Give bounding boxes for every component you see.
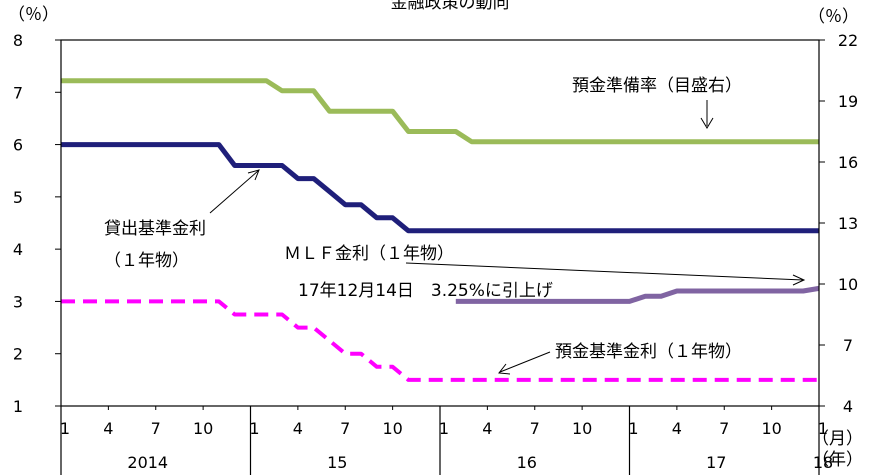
right-tick-label: 16 — [838, 153, 858, 172]
month-tick-label: 10 — [193, 419, 213, 438]
mlf-rate-arrow — [405, 262, 804, 281]
reserve-ratio-arrowhead — [700, 117, 714, 129]
month-tick-label: 4 — [482, 419, 492, 438]
left-axis-ticks: 1 2 3 4 5 6 7 8 — [13, 31, 61, 416]
left-tick-label: 3 — [13, 292, 23, 311]
year-label: 15 — [327, 453, 347, 472]
reserve-ratio-label: 預金準備率（目盛右） — [572, 76, 742, 96]
series-lines — [61, 78, 820, 382]
left-tick-label: 8 — [13, 31, 23, 50]
loan-rate-arrow — [209, 170, 259, 214]
month-tick-label: 4 — [672, 419, 682, 438]
right-tick-label: 19 — [838, 92, 858, 111]
deposit-rate-line — [61, 299, 819, 382]
right-tick-label: 22 — [838, 31, 858, 50]
right-axis-label: （％） — [808, 7, 859, 27]
right-tick-label: 13 — [838, 214, 858, 233]
left-axis-label: （％） — [8, 5, 59, 25]
month-tick-label: 1 — [249, 419, 259, 438]
month-unit-label: （月） — [812, 429, 863, 449]
loan-rate-arrowhead — [247, 169, 260, 181]
month-tick-label: 10 — [572, 419, 592, 438]
deposit-rate-label: 預金基準金利（１年物） — [555, 342, 742, 362]
mlf-rate-arrowhead — [792, 274, 806, 286]
deposit-rate-arrowhead — [498, 363, 511, 375]
x-axis: 1 4 7 10 1 4 7 10 1 4 7 10 1 4 7 10 1 2014 15 16 17 18 （月）（年） — [60, 406, 863, 475]
right-tick-label: 7 — [843, 336, 853, 355]
chart-title: 金融政策の動向 — [391, 0, 510, 13]
loan-rate-label-2: （１年物） — [104, 251, 189, 271]
month-tick-label: 7 — [719, 419, 729, 438]
year-label: 18 — [813, 453, 833, 472]
loan-rate-line — [61, 142, 819, 234]
year-unit-label: （年） — [812, 450, 863, 470]
left-tick-label: 6 — [13, 136, 23, 155]
deposit-rate-arrow — [499, 351, 551, 373]
plot-frame — [60, 39, 820, 407]
month-tick-label: 7 — [340, 419, 350, 438]
mlf-rate-label-1: ＭＬＦ金利（１年物） — [284, 244, 454, 264]
left-tick-label: 1 — [13, 397, 23, 416]
month-tick-label: 10 — [761, 419, 781, 438]
reserve-ratio-line — [61, 78, 819, 145]
month-tick-label: 7 — [151, 419, 161, 438]
loan-rate-label-1: 貸出基準金利 — [104, 219, 206, 239]
year-label: 2014 — [127, 453, 168, 472]
right-axis-ticks: 4 7 10 13 16 19 22 — [819, 31, 858, 416]
month-tick-label: 4 — [103, 419, 113, 438]
year-label: 16 — [517, 453, 537, 472]
left-tick-label: 2 — [13, 345, 23, 364]
mlf-rate-line — [455, 285, 820, 304]
month-tick-label: 7 — [530, 419, 540, 438]
month-tick-label: 1 — [818, 419, 828, 438]
left-tick-label: 5 — [13, 188, 23, 207]
right-tick-label: 4 — [843, 397, 853, 416]
year-label: 17 — [706, 453, 726, 472]
month-tick-label: 1 — [60, 419, 70, 438]
month-tick-label: 1 — [439, 419, 449, 438]
month-tick-label: 1 — [628, 419, 638, 438]
mlf-rate-label-2: 17年12月14日 3.25%に引上げ — [298, 281, 553, 301]
annotations: 預金準備率（目盛右） 貸出基準金利 （１年物） ＭＬＦ金利（１年物） 17年12… — [104, 76, 806, 375]
left-tick-label: 7 — [13, 83, 23, 102]
right-tick-label: 10 — [838, 275, 858, 294]
left-tick-label: 4 — [13, 240, 23, 259]
month-tick-label: 10 — [382, 419, 402, 438]
month-tick-label: 4 — [293, 419, 303, 438]
